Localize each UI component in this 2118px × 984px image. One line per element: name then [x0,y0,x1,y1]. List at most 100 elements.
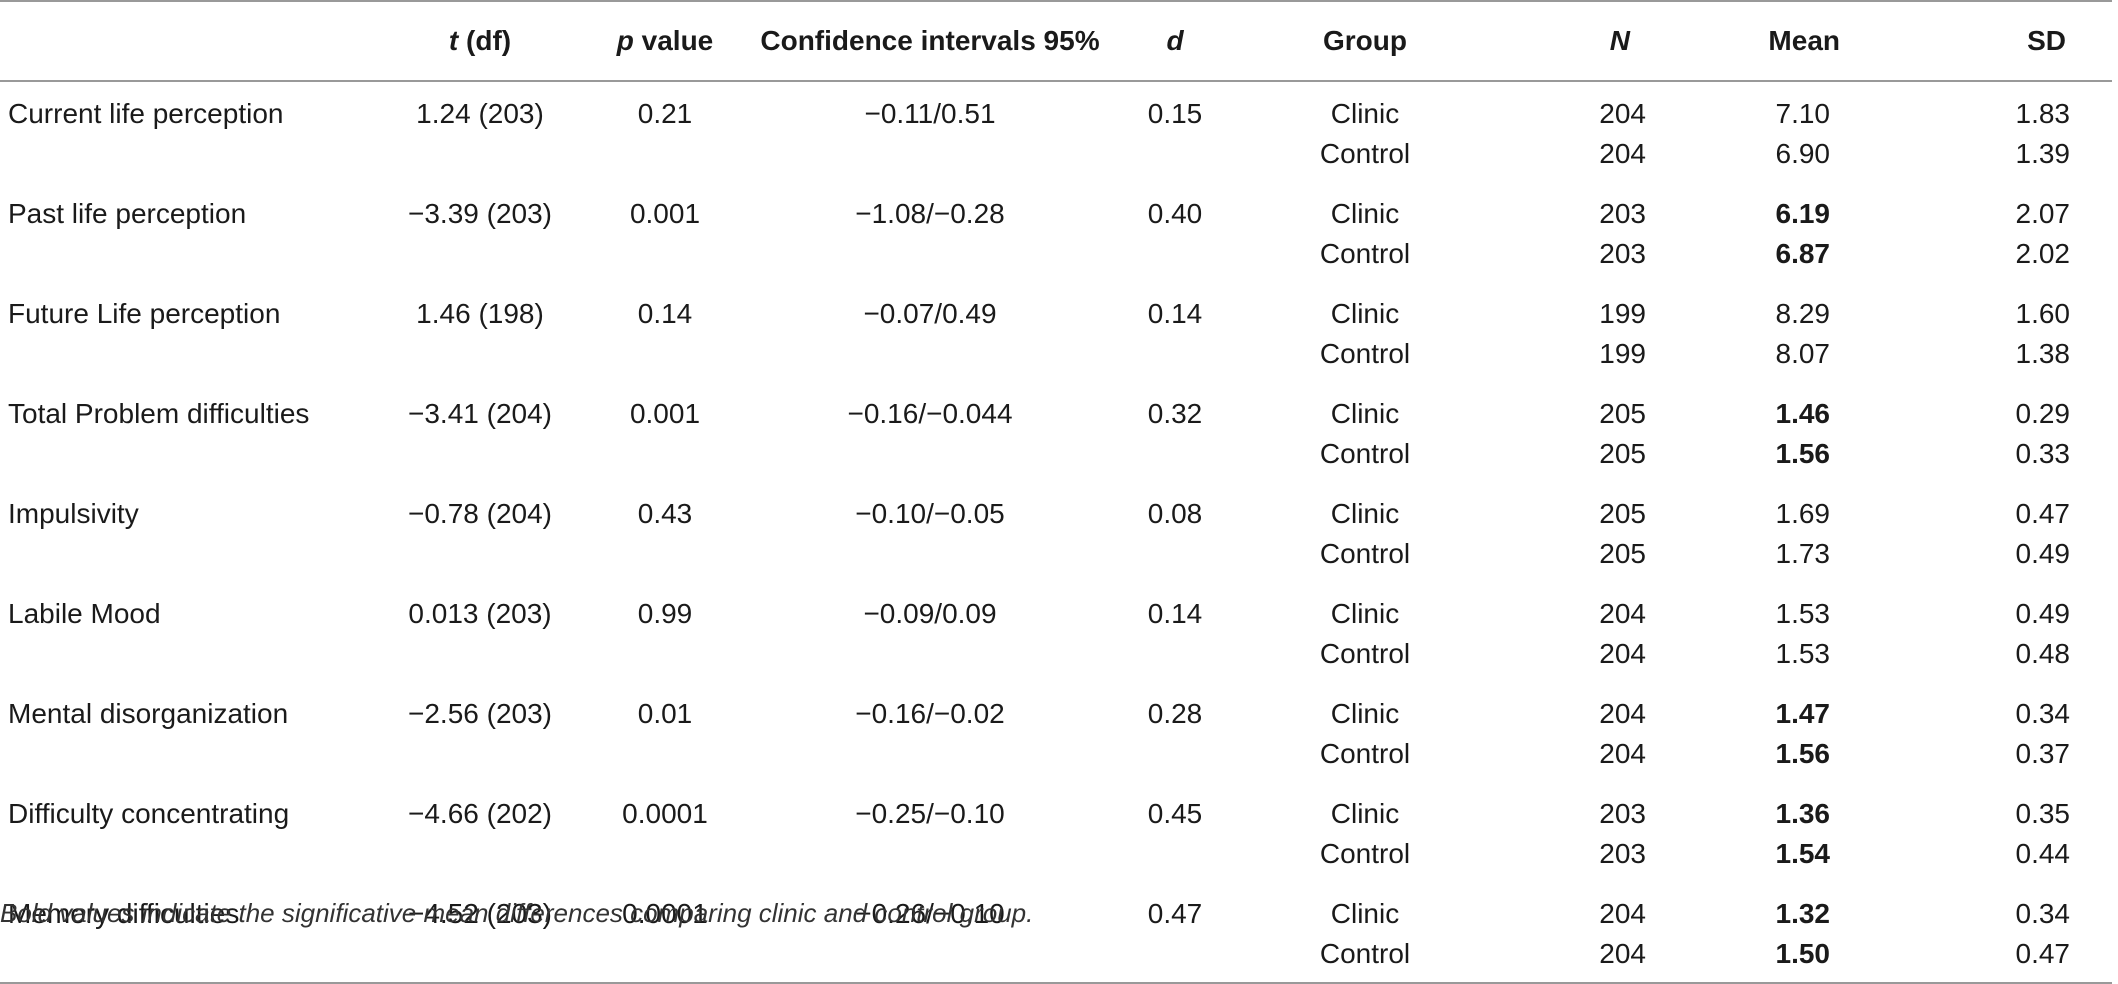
p-value-cell-empty [580,334,750,382]
sd-cell: 1.39 [2015,138,2071,169]
table-row-control: Control 199 8.07 1.38 [0,334,2112,382]
d-cell: 0.15 [1147,98,1203,129]
n-cell: 204 [1599,98,1646,129]
mean-cell: 1.53 [1775,598,1831,629]
table-row-clinic: Total Problem difficulties −3.41 (204) 0.0… [0,382,2112,434]
p-value-cell: 0.01 [637,698,693,729]
t-df-cell-empty [380,234,580,282]
p-value-cell: 0.43 [637,498,693,529]
t-df-cell: 0.013 (203) [408,598,552,629]
t-df-cell: −4.52 (203) [408,898,552,929]
p-value-cell-empty [580,234,750,282]
sd-cell: 0.34 [2015,698,2071,729]
header-p-italic: p [616,25,634,56]
sd-cell: 1.38 [2015,338,2071,369]
table-footnote: Bold values indicate the significative m… [0,898,1034,928]
d-cell: 0.28 [1147,698,1203,729]
table-row-control: Control 205 1.56 0.33 [0,434,2112,482]
table-row-clinic: Future Life perception 1.46 (198) 0.14 −0.0… [0,282,2112,334]
t-df-cell-empty [380,634,580,682]
sd-cell: 1.60 [2015,298,2071,329]
variable-cell-empty [0,634,380,682]
table-row-clinic: Labile Mood 0.013 (203) 0.99 −0.09/0.09 0.14… [0,582,2112,634]
sd-cell: 2.07 [2015,198,2071,229]
t-df-cell-empty [380,834,580,882]
variable-cell: Past life perception [8,198,247,229]
group-cell: Control [1319,238,1411,269]
group-cell: Control [1319,738,1411,769]
mean-cell: 6.87 [1775,238,1831,269]
header-group: Group [1240,0,1490,82]
d-cell-empty [1110,234,1240,282]
ci-cell: −0.25/−0.10 [855,798,1005,829]
header-p-rest: value [633,25,714,56]
d-cell-empty [1110,734,1240,782]
mean-cell: 1.54 [1775,838,1831,869]
ci-cell: −0.11/0.51 [864,98,996,129]
table-row-clinic: Current life perception 1.24 (203) 0.21 −0.… [0,81,2112,134]
variable-cell-empty [0,434,380,482]
sd-cell: 0.44 [2015,838,2071,869]
ci-cell: −0.16/−0.02 [855,698,1005,729]
variable-cell-empty [0,534,380,582]
sd-cell: 0.37 [2015,738,2071,769]
table-row-clinic: Mental disorganization −2.56 (203) 0.01 −0.… [0,682,2112,734]
d-cell: 0.14 [1147,598,1203,629]
n-cell: 205 [1599,398,1646,429]
n-cell: 204 [1599,898,1646,929]
p-value-cell: 0.0001 [622,798,708,829]
ci-cell: −0.16/−0.044 [847,398,1013,429]
variable-cell: Total Problem difficulties [8,398,310,429]
group-cell: Clinic [1330,298,1400,329]
ci-cell-empty [750,234,1110,282]
t-df-cell: 1.46 (198) [416,298,544,329]
n-cell: 199 [1599,298,1646,329]
t-df-cell-empty [380,334,580,382]
ci-cell-empty [750,334,1110,382]
n-cell: 203 [1599,238,1646,269]
sd-cell: 0.33 [2015,438,2071,469]
mean-cell: 7.10 [1775,98,1831,129]
table-row-control: Control 204 6.90 1.39 [0,134,2112,182]
group-cell: Control [1240,934,1490,984]
p-value-cell-empty [580,734,750,782]
table-row-control: Control 203 1.54 0.44 [0,834,2112,882]
n-cell: 203 [1599,798,1646,829]
group-cell: Clinic [1330,898,1400,929]
mean-cell: 1.56 [1775,738,1831,769]
t-df-cell: −0.78 (204) [408,498,552,529]
mean-cell: 1.36 [1775,798,1831,829]
n-cell: 205 [1599,538,1646,569]
variable-cell: Future Life perception [8,298,281,329]
n-cell: 204 [1599,698,1646,729]
group-cell: Clinic [1330,98,1400,129]
variable-cell-empty [0,834,380,882]
t-df-cell-empty [380,734,580,782]
ci-cell-empty [750,834,1110,882]
p-value-cell: 0.99 [637,598,693,629]
n-cell: 204 [1490,934,1670,984]
n-cell: 203 [1599,838,1646,869]
header-t-rest: (df) [458,25,512,56]
sd-cell: 0.49 [2015,538,2071,569]
mean-cell: 6.90 [1775,138,1831,169]
variable-cell-empty [0,234,380,282]
d-cell-empty [1110,434,1240,482]
t-df-cell: −2.56 (203) [408,698,552,729]
mean-cell: 1.56 [1775,438,1831,469]
header-row: t (df) p value Confidence intervals 95% … [0,0,2112,82]
n-cell: 199 [1599,338,1646,369]
t-df-cell-empty [380,134,580,182]
mean-cell: 8.29 [1775,298,1831,329]
n-cell: 204 [1599,738,1646,769]
d-cell-empty [1110,934,1240,984]
n-cell: 203 [1599,198,1646,229]
header-d: d [1110,0,1240,82]
group-cell: Clinic [1330,698,1400,729]
sd-cell: 0.47 [1910,934,2112,984]
header-p-value: p value [580,0,750,82]
ci-cell-empty [750,534,1110,582]
mean-cell: 1.53 [1775,638,1831,669]
